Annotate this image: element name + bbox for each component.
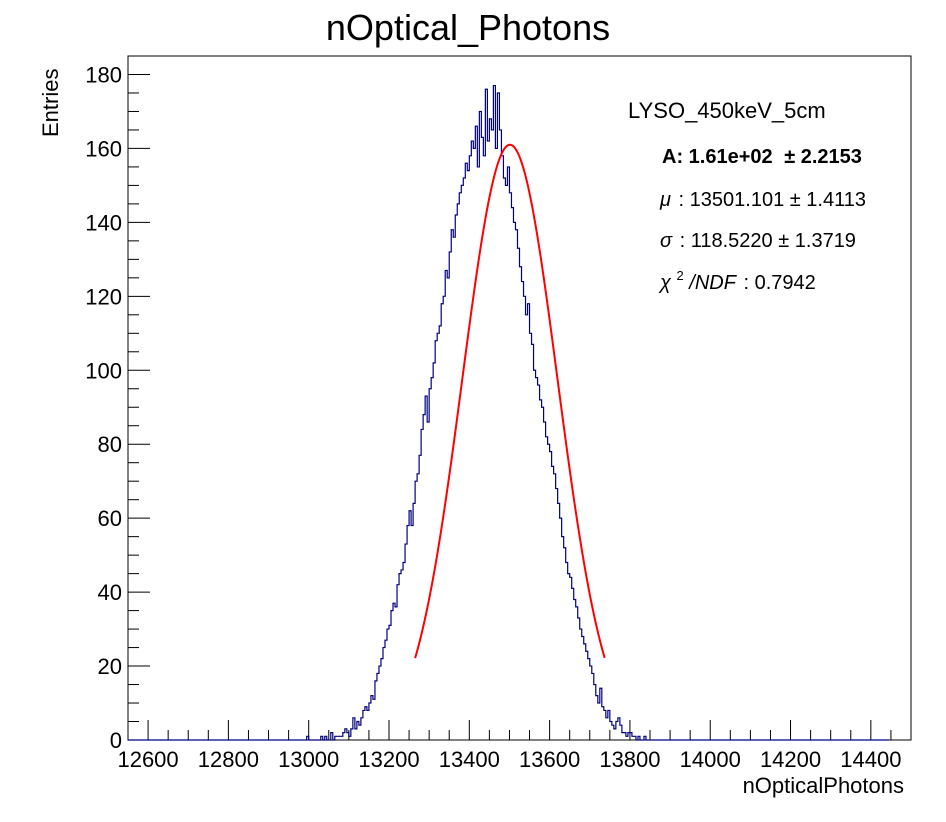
x-tick-label: 13800 — [599, 747, 660, 772]
chart-title: nOptical_Photons — [326, 7, 610, 48]
stats-name: LYSO_450keV_5cm — [628, 98, 826, 123]
fit-layer — [414, 143, 606, 659]
stats-mu-value: : 13501.101 ± 1.4113 — [679, 189, 866, 211]
stats-sigma-label: σ — [660, 230, 673, 252]
y-tick-label: 100 — [85, 358, 122, 383]
stats-box: LYSO_450keV_5cm A: 1.61e+02 ± 2.2153 μ :… — [628, 98, 866, 294]
x-tick-label: 14000 — [680, 747, 741, 772]
histogram-series — [128, 84, 889, 741]
x-tick-label: 13200 — [358, 747, 419, 772]
y-tick-label: 60 — [98, 506, 122, 531]
y-tick-label: 80 — [98, 432, 122, 457]
histogram-layer — [128, 84, 889, 741]
x-axis-ticks: 12600 12800 13000 13200 13400 13600 13800 14000… — [117, 720, 912, 772]
stats-amplitude: A: 1.61e+02 ± 2.2153 — [662, 146, 862, 168]
stats-amplitude-error: ± 2.2153 — [784, 146, 862, 168]
stats-chi2-label: χ — [658, 272, 672, 294]
stats-mu-label: μ — [659, 189, 671, 211]
x-tick-label: 13400 — [439, 747, 500, 772]
y-tick-label: 160 — [85, 136, 122, 161]
plot-frame — [127, 55, 912, 741]
y-tick-label: 40 — [98, 580, 122, 605]
stats-sigma-value: : 118.5220 ± 1.3719 — [680, 230, 856, 252]
y-tick-label: 140 — [85, 210, 122, 235]
stats-mu: μ : 13501.101 ± 1.4113 — [659, 189, 866, 211]
stats-chi2: χ 2 /NDF : 0.7942 — [658, 263, 816, 294]
x-tick-label: 12800 — [198, 747, 259, 772]
stats-sigma: σ : 118.5220 ± 1.3719 — [660, 230, 856, 252]
x-tick-label: 14200 — [760, 747, 821, 772]
y-tick-label: 0 — [110, 728, 122, 753]
x-tick-label: 13000 — [278, 747, 339, 772]
gaussian-fit-curve — [414, 143, 606, 659]
y-tick-label: 120 — [85, 284, 122, 309]
stats-chi2-sup: 2 — [676, 268, 683, 283]
y-tick-label: 180 — [85, 62, 122, 87]
stats-chi2-value: : 0.7942 — [744, 272, 816, 294]
y-axis-label: Entries — [38, 69, 63, 137]
stats-amplitude-value: A: 1.61e+02 — [662, 146, 773, 168]
stats-chi2-ndf: /NDF — [687, 272, 737, 294]
x-tick-label: 14400 — [840, 747, 901, 772]
x-tick-label: 13600 — [519, 747, 580, 772]
y-tick-label: 20 — [98, 654, 122, 679]
x-tick-label: 12600 — [117, 747, 178, 772]
y-axis-ticks: 0 20 40 60 80 100 120 140 160 180 — [85, 62, 150, 753]
x-axis-label: nOpticalPhotons — [743, 773, 904, 798]
